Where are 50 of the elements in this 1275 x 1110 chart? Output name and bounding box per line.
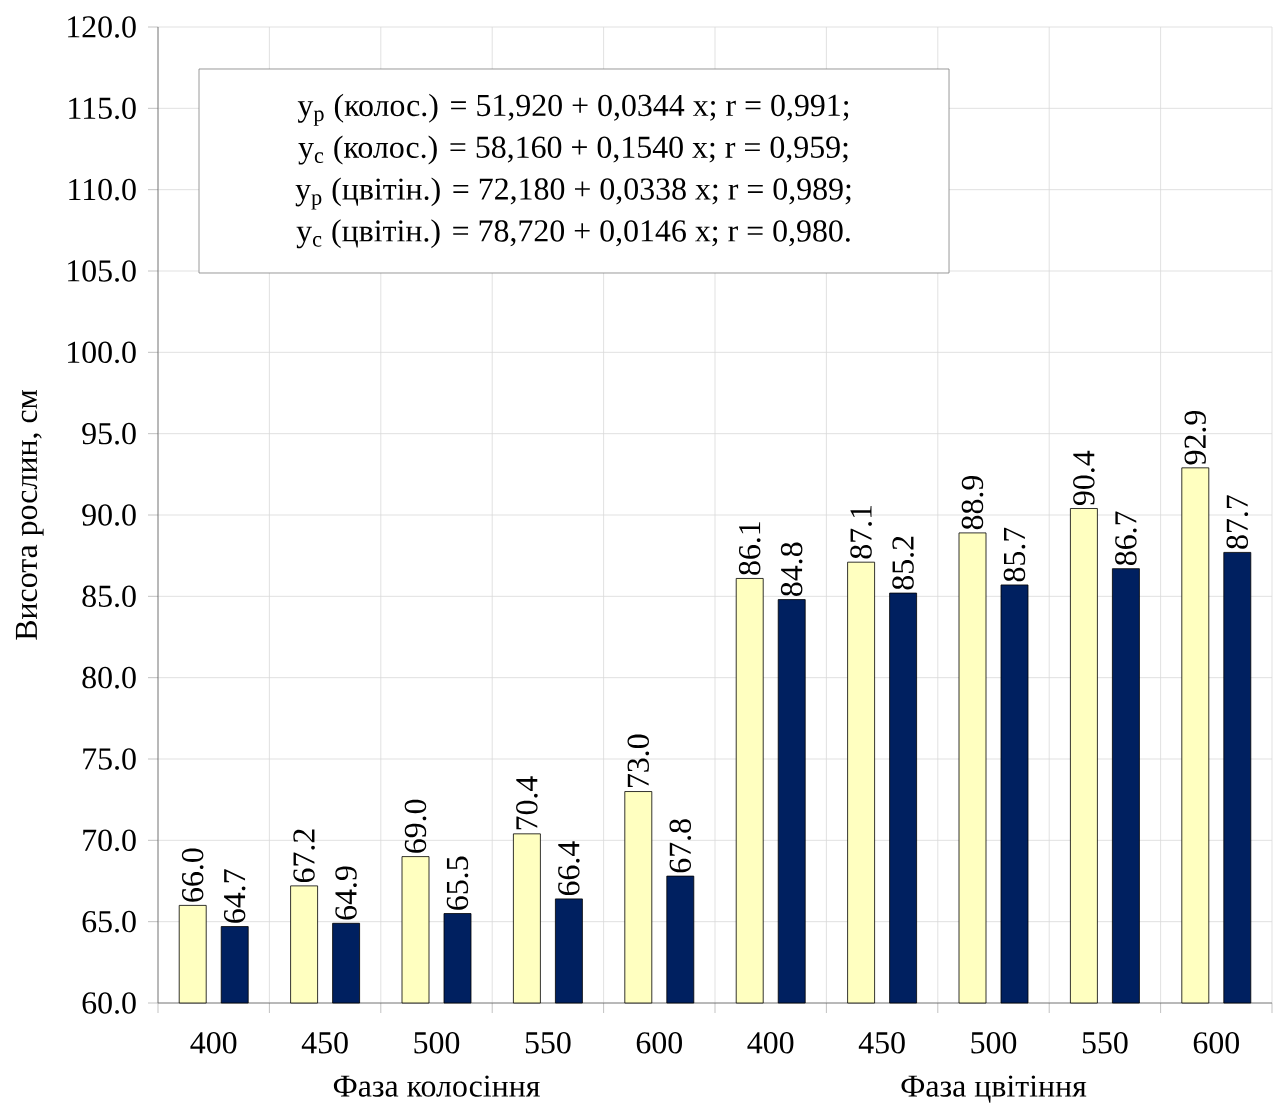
data-label: 67.8: [669, 819, 692, 873]
data-label: 92.9: [1184, 410, 1207, 465]
data-label: 70.4: [516, 776, 538, 830]
y-tick-label: 80.0: [82, 666, 136, 689]
y-tick-label: 120.0: [68, 16, 136, 38]
data-label: 65.5: [446, 856, 469, 910]
data-label: 86.7: [1115, 511, 1137, 566]
data-label: 85.2: [892, 536, 914, 590]
annotation: y$_{р}$ (колос.) = 51,920 + 0,0344 x; r = 0,991;: [297, 93, 849, 126]
x-tick-label: 450: [301, 1032, 348, 1054]
x-tick-label: 600: [1193, 1032, 1239, 1054]
x-tick-label: 400: [747, 1032, 794, 1054]
y-tick-label: 65.0: [82, 910, 136, 933]
data-label: 87.7: [1226, 495, 1249, 549]
data-label: 88.9: [961, 476, 984, 530]
x-tick-label: 500: [971, 1032, 1017, 1054]
y-tick-label: 95.0: [82, 422, 136, 445]
text: Фаза цвітіння: [901, 1075, 1087, 1103]
x-tick-label: 550: [525, 1032, 571, 1054]
data-label: 64.7: [223, 869, 246, 923]
data-label: 69.0: [404, 799, 427, 853]
y-tick-label: 110.0: [69, 178, 136, 201]
data-label: 73.0: [627, 734, 650, 788]
data-label: 90.4: [1073, 450, 1095, 506]
data-label: 66.4: [558, 841, 580, 896]
text: Фаза колосіння: [333, 1075, 540, 1097]
annotation: y$_{с}$ (колос.) = 58,160 + 0,1540 x; r = 0,959;: [298, 135, 848, 165]
data-label: 64.9: [335, 866, 357, 920]
y-tick-label: 60.0: [82, 992, 136, 1014]
x-tick-label: 400: [190, 1032, 237, 1054]
data-label: 85.7: [1003, 527, 1026, 582]
x-tick-label: 550: [1082, 1032, 1128, 1054]
y-tick-label: 115.0: [69, 97, 136, 120]
y-tick-label: 100.0: [68, 341, 136, 364]
annotation: y$_{с}$ (цвітін.) = 78,720 + 0,0146 x; r = 0,980.: [296, 219, 850, 249]
x-tick-label: 600: [636, 1032, 682, 1054]
y-tick-label: 70.0: [83, 829, 136, 852]
data-label: 87.1: [850, 505, 872, 559]
x-tick-label: 500: [414, 1032, 460, 1054]
annotation: y$_{р}$ (цвітін.) = 72,180 + 0,0338 x; r = 0,989;: [295, 177, 851, 210]
y-tick-label: 90.0: [82, 504, 136, 526]
data-label: 84.8: [780, 542, 803, 596]
data-label: 67.2: [293, 829, 315, 883]
y-axis-title: Висота рослин, см: [15, 389, 44, 640]
data-label: 66.0: [181, 848, 204, 902]
y-tick-label: 85.0: [82, 585, 136, 608]
x-tick-label: 450: [858, 1032, 905, 1054]
y-tick-label: 105.0: [68, 260, 136, 282]
y-tick-label: 75.0: [83, 748, 136, 770]
data-label: 86.1: [738, 522, 761, 575]
